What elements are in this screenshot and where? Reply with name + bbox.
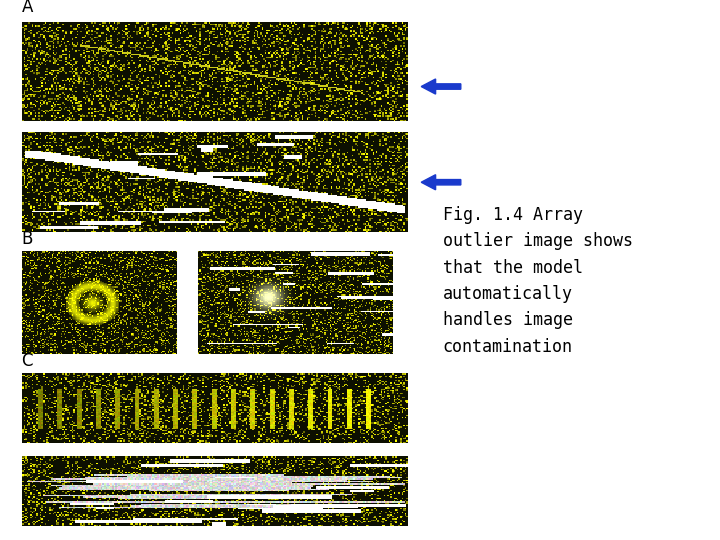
Text: A: A (22, 0, 33, 16)
Text: B: B (22, 231, 33, 248)
Text: Fig. 1.4 Array
outlier image shows
that the model
automatically
handles image
co: Fig. 1.4 Array outlier image shows that … (443, 206, 633, 356)
Text: C: C (22, 352, 33, 370)
